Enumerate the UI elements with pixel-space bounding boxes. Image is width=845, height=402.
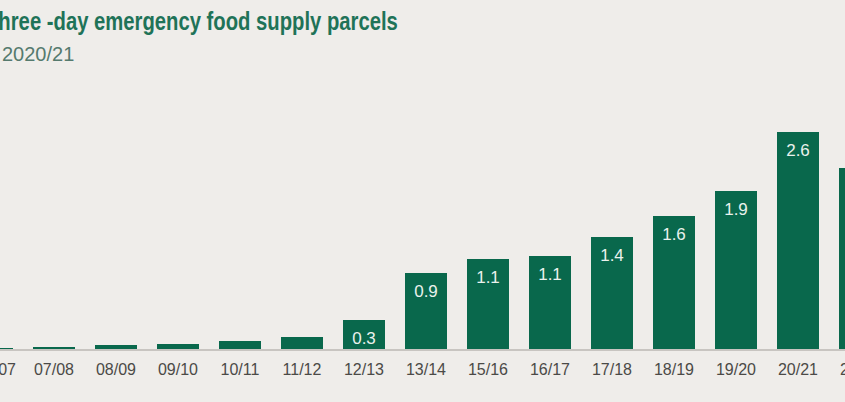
- chart-title: Three -day emergency food supply parcels: [0, 7, 398, 36]
- bar-08/09: [95, 345, 137, 349]
- bar-20/21: [777, 132, 819, 349]
- bar-value-label: 0.9: [405, 283, 447, 300]
- x-axis-label: 19/20: [705, 361, 767, 379]
- x-axis-label: 15/16: [457, 361, 519, 379]
- x-axis-label: 10/11: [209, 361, 271, 379]
- x-axis-label: 21/22: [829, 361, 845, 379]
- x-axis-label: 12/13: [333, 361, 395, 379]
- x-axis-label: 09/10: [147, 361, 209, 379]
- x-axis-label: 18/19: [643, 361, 705, 379]
- bar-chart: Three -day emergency food supply parcels…: [0, 0, 845, 402]
- bar-06/07: [0, 348, 13, 349]
- bar-10/11: [219, 341, 261, 349]
- x-axis-label: 17/18: [581, 361, 643, 379]
- chart-subtitle: 2020/21: [2, 43, 74, 66]
- bar-07/08: [33, 347, 75, 349]
- bar-value-label: 1.1: [529, 266, 571, 283]
- x-axis-label: 11/12: [271, 361, 333, 379]
- bar-value-label: 1.6: [653, 226, 695, 243]
- x-axis-line: [0, 349, 845, 351]
- x-axis-label: 07/08: [23, 361, 85, 379]
- bar-09/10: [157, 344, 199, 349]
- bar-value-label: 2.6: [777, 142, 819, 159]
- bar-21/22: [839, 168, 845, 349]
- bar-value-label: 0.3: [343, 330, 385, 347]
- x-axis-label: 08/09: [85, 361, 147, 379]
- x-axis-label: 16/17: [519, 361, 581, 379]
- bar-value-label: 1.1: [467, 269, 509, 286]
- x-axis-label: 13/14: [395, 361, 457, 379]
- x-axis-label: 20/21: [767, 361, 829, 379]
- bar-11/12: [281, 337, 323, 349]
- bar-value-label: 1.9: [715, 201, 757, 218]
- bar-value-label: 1.4: [591, 247, 633, 264]
